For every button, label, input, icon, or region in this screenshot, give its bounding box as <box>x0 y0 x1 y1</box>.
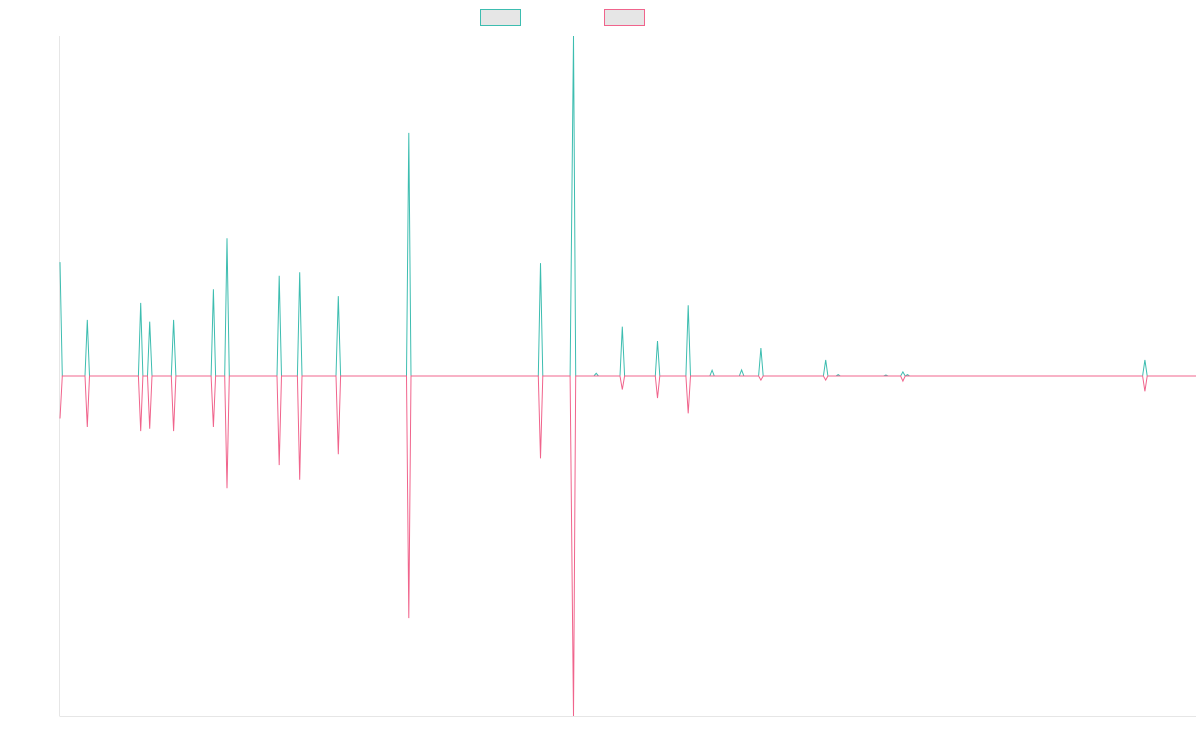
legend-swatch-2[interactable] <box>604 9 645 26</box>
series-line-1 <box>59 35 1196 377</box>
series-layer <box>59 35 1196 717</box>
legend-swatch-1[interactable] <box>480 9 521 26</box>
legend <box>480 9 645 26</box>
series-line-2 <box>59 375 1196 717</box>
